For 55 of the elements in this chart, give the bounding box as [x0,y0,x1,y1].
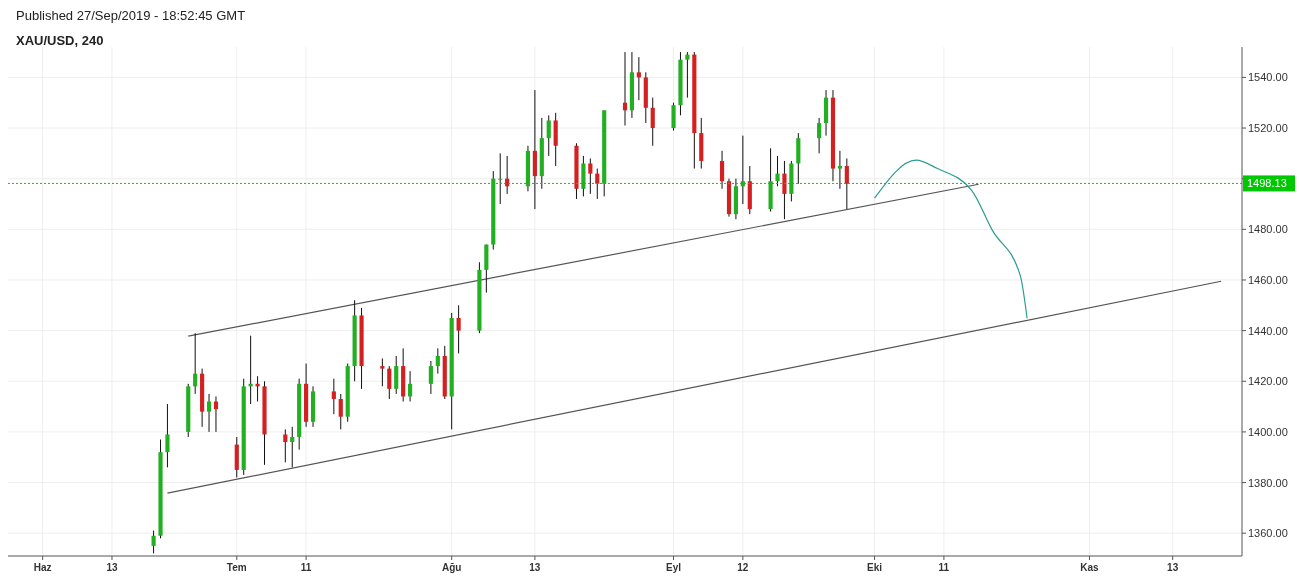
y-tick-label: 1420.00 [1248,375,1288,388]
x-tick-label: Haz [33,562,52,573]
y-tick-label: 1440.00 [1248,324,1288,337]
y-tick-label: 1460.00 [1248,273,1288,286]
candlestick [394,355,399,395]
x-tick-label: 11 [300,562,312,573]
candlestick [408,370,413,403]
x-tick-label: Eki [867,562,883,573]
candlestick [719,150,725,190]
line-series [873,159,1028,319]
y-tick-label: 1520.00 [1248,122,1288,135]
x-tick-label: 13 [529,562,541,573]
candlestick [331,378,336,415]
candlestick [206,393,212,433]
x-tick-label: 12 [737,562,749,573]
candlestick [837,150,842,190]
candlestick [338,393,343,430]
y-tick-label: 1400.00 [1248,425,1288,438]
chart-title: XAU/USD, 240 [16,33,104,48]
candlestick [151,530,156,554]
x-tick-label: Eyl [666,562,682,573]
y-tick-label: 1380.00 [1248,476,1288,489]
candlestick [636,56,641,101]
candlestick [685,51,690,99]
candlestick [165,403,170,468]
candlestick [428,360,433,395]
ref-line-label: 1498.13 [1247,177,1287,190]
candlestick [380,357,385,387]
candlestick [283,428,288,463]
candlestick [671,102,676,132]
x-tick-label: Kas [1080,562,1100,573]
candlestick [387,365,392,400]
candlestick [456,304,461,354]
candlestick [588,157,593,195]
candlestick [650,97,655,147]
text: Published 27/Sep/2019 - 18:52:45 GMT [16,8,246,23]
x-tick-label: 13 [106,562,118,573]
candlestick [498,152,503,205]
candlestick [546,114,551,157]
candlestick [817,117,822,154]
x-tick-label: 11 [938,562,950,573]
x-tick-label: 13 [1167,562,1179,573]
candlestick [782,160,787,220]
x-tick-label: Tem [226,562,247,573]
y-tick-label: 1540.00 [1248,71,1288,84]
candlestick [193,332,198,395]
candlestick [290,426,295,468]
candlestick [775,155,780,187]
y-tick-label: 1480.00 [1248,223,1288,236]
candlestick [435,347,440,375]
candlestick [595,168,600,200]
candlestick [844,157,849,210]
candlestick [255,375,260,403]
x-tick-label: Ağu [441,562,462,573]
y-tick-label: 1360.00 [1248,527,1288,540]
